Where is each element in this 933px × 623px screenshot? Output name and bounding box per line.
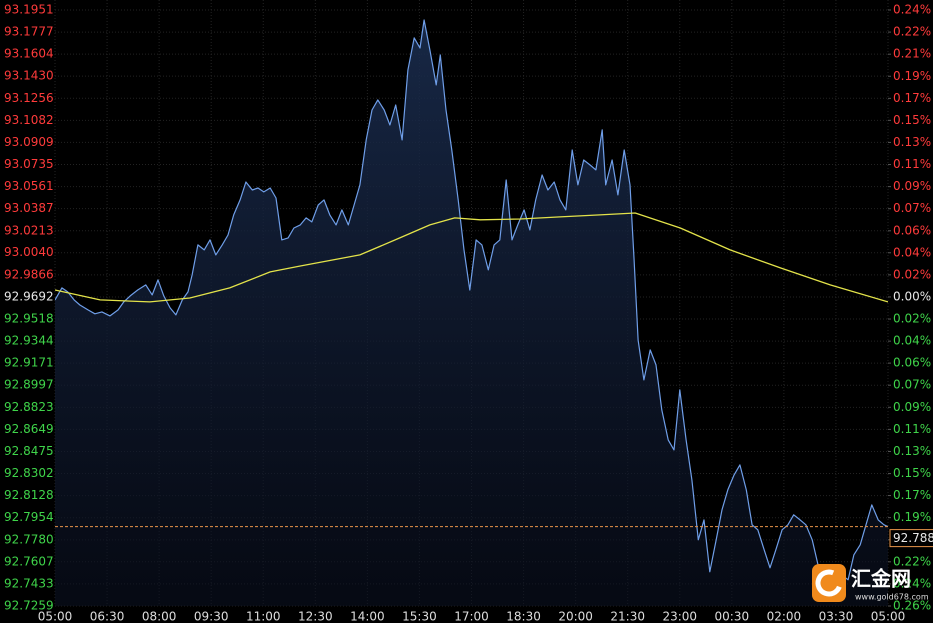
x-tick-label: 18:30: [506, 610, 541, 623]
y2-tick-label: 0.07%: [893, 201, 931, 215]
x-tick-label: 09:30: [194, 610, 229, 623]
x-tick-label: 23:00: [662, 610, 697, 623]
x-tick-label: 08:00: [142, 610, 177, 623]
y2-tick-label: 0.06%: [893, 223, 931, 237]
x-tick-label: 02:00: [767, 610, 802, 623]
y2-tick-label: 0.04%: [893, 334, 931, 348]
y2-tick-label: 0.17%: [893, 91, 931, 105]
logo-icon-ring: [815, 569, 843, 597]
logo-name: 汇金网: [851, 567, 911, 591]
y-tick-label: 93.0561: [4, 179, 54, 193]
y2-tick-label: 0.19%: [893, 510, 931, 524]
y2-tick-label: 0.24%: [893, 576, 931, 590]
y2-tick-label: 0.26%: [893, 599, 931, 613]
plot: [55, 19, 888, 606]
y-tick-label: 93.1777: [4, 25, 54, 39]
y-tick-label: 92.8649: [4, 422, 54, 436]
y-tick-label: 92.9171: [4, 356, 54, 370]
x-tick-label: 00:30: [715, 610, 750, 623]
y-tick-label: 93.0213: [4, 223, 54, 237]
x-tick-label: 17:00: [454, 610, 489, 623]
y2-tick-label: 0.07%: [893, 378, 931, 392]
average-line: [55, 212, 888, 303]
y-tick-label: 92.9866: [4, 267, 54, 281]
y2-tick-label: 0.00%: [893, 289, 931, 303]
y2-tick-label: 0.11%: [893, 157, 931, 171]
x-tick-label: 20:00: [558, 610, 593, 623]
y2-tick-label: 0.19%: [893, 69, 931, 83]
y-tick-label: 92.8475: [4, 444, 54, 458]
y-tick-label: 92.7607: [4, 554, 54, 568]
x-tick-label: 06:30: [90, 610, 125, 623]
x-tick-label: 12:30: [298, 610, 333, 623]
y2-tick-label: 0.22%: [893, 554, 931, 568]
y-tick-label: 92.7780: [4, 532, 54, 546]
y-tick-label: 93.1430: [4, 69, 54, 83]
y2-tick-label: 0.09%: [893, 400, 931, 414]
y-tick-label: 93.0735: [4, 157, 54, 171]
last-price-label: 92.7884: [893, 531, 933, 545]
y-tick-label: 92.9344: [4, 334, 54, 348]
y-tick-label: 92.7259: [4, 599, 54, 613]
y2-tick-label: 0.13%: [893, 444, 931, 458]
x-tick-label: 21:30: [610, 610, 645, 623]
y2-tick-label: 0.15%: [893, 466, 931, 480]
x-tick-label: 05:00: [871, 610, 906, 623]
y-tick-label: 93.1082: [4, 113, 54, 127]
y-tick-label: 92.8823: [4, 400, 54, 414]
y2-tick-label: 0.22%: [893, 25, 931, 39]
y2-tick-label: 0.15%: [893, 113, 931, 127]
y2-tick-label: 0.02%: [893, 267, 931, 281]
x-tick-label: 11:00: [246, 610, 281, 623]
watermark: 汇金网 www.gold678.com: [812, 564, 929, 602]
y-tick-label: 93.1256: [4, 91, 54, 105]
price-line: [55, 19, 888, 601]
y2-tick-label: 0.09%: [893, 179, 931, 193]
y-tick-label: 92.8302: [4, 466, 54, 480]
y-tick-label: 93.0909: [4, 135, 54, 149]
y2-tick-label: 0.11%: [893, 422, 931, 436]
logo-url: www.gold678.com: [855, 593, 929, 602]
y2-tick-label: 0.24%: [893, 3, 931, 17]
y-tick-label: 92.8997: [4, 378, 54, 392]
y-tick-label: 93.0040: [4, 245, 54, 259]
y2-tick-label: 0.04%: [893, 245, 931, 259]
y2-tick-label: 0.17%: [893, 488, 931, 502]
y-tick-label: 92.8128: [4, 488, 54, 502]
y-tick-label: 92.7954: [4, 510, 54, 524]
last-price-box: [889, 529, 933, 548]
y2-tick-label: 0.02%: [893, 312, 931, 326]
x-tick-label: 05:00: [38, 610, 73, 623]
y-tick-label: 92.9518: [4, 312, 54, 326]
y-tick-label: 92.7433: [4, 576, 54, 590]
y2-tick-label: 0.21%: [893, 47, 931, 61]
x-tick-label: 03:30: [819, 610, 854, 623]
axes: 93.1951 93.1777 93.1604 93.1430 93.1256 93.10…: [4, 3, 933, 623]
y-tick-label: 93.1951: [4, 3, 54, 17]
y-tick-label: 93.0387: [4, 201, 54, 215]
y-tick-label: 93.1604: [4, 47, 54, 61]
area-fill: [55, 20, 888, 606]
y2-tick-label: 0.06%: [893, 356, 931, 370]
x-tick-label: 15:30: [402, 610, 437, 623]
y-tick-label: 92.9692: [4, 289, 54, 303]
y2-tick-label: 0.13%: [893, 135, 931, 149]
x-tick-label: 14:00: [350, 610, 385, 623]
